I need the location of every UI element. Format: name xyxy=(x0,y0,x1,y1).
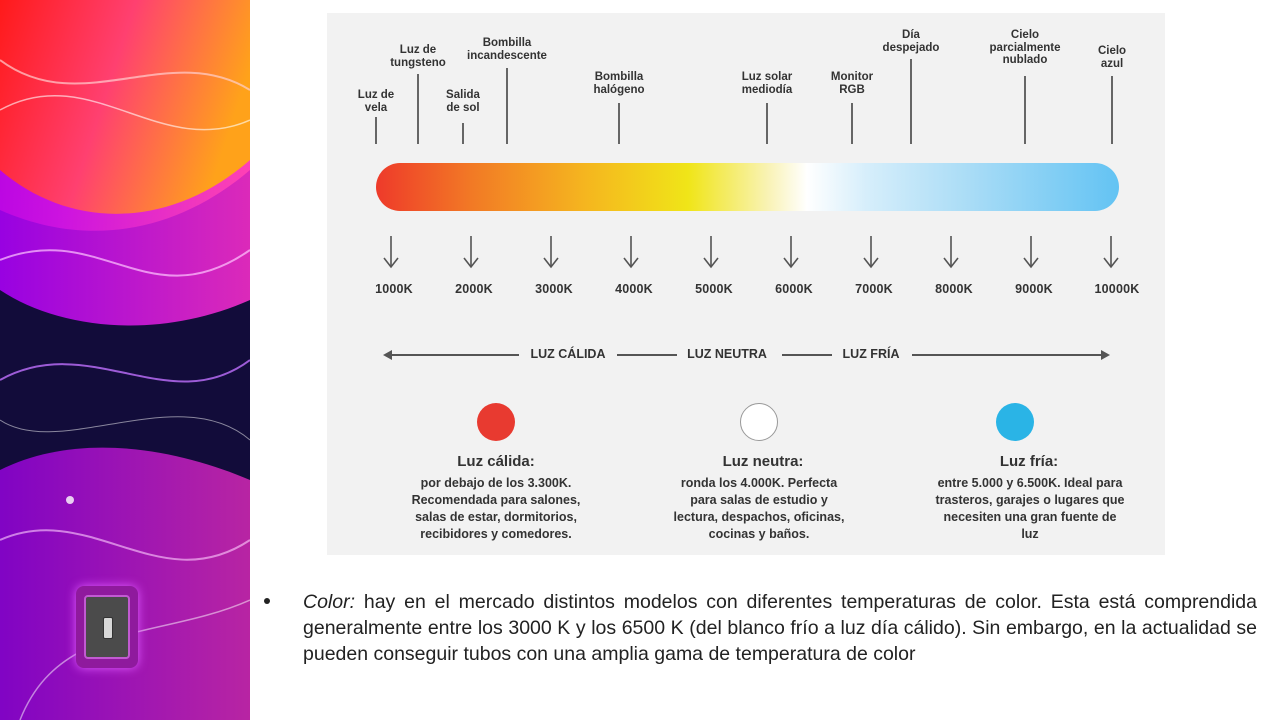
down-arrow-icon xyxy=(543,236,559,269)
bullet-term: Color: xyxy=(303,591,356,613)
axis-label-warm: LUZ CÁLIDA xyxy=(524,347,612,361)
axis-line-cold-right xyxy=(912,354,1102,356)
down-arrow-icon xyxy=(383,236,399,269)
light-source-label: Bombilla incandescente xyxy=(467,37,547,62)
light-source-label: Cielo azul xyxy=(1097,45,1127,70)
color-temperature-diagram: Luz de vela Luz de tungsteno Salida de sol Bom… xyxy=(327,13,1165,555)
down-arrow-icon xyxy=(783,236,799,269)
axis-label-cold: LUZ FRÍA xyxy=(836,347,906,361)
kelvin-label: 6000K xyxy=(775,282,813,296)
kelvin-label: 1000K xyxy=(375,282,413,296)
light-source-label: Bombilla halógeno xyxy=(593,71,645,96)
bullet-body: hay en el mercado distintos modelos con … xyxy=(303,591,1257,665)
light-switch-icon xyxy=(76,586,138,668)
light-source-tick xyxy=(910,59,912,144)
light-source-tick xyxy=(1024,76,1026,144)
color-spectrum-bar xyxy=(376,163,1119,211)
light-source-label: Luz solar mediodía xyxy=(741,71,793,96)
decorative-light-art xyxy=(0,0,250,720)
light-source-tick xyxy=(417,74,419,144)
axis-label-neutral: LUZ NEUTRA xyxy=(681,347,773,361)
bullet-paragraph: Color: hay en el mercado distintos model… xyxy=(303,589,1257,667)
neutral-light-dot xyxy=(740,403,778,441)
kelvin-label: 7000K xyxy=(855,282,893,296)
kelvin-label: 10000K xyxy=(1094,282,1140,296)
kelvin-label: 9000K xyxy=(1015,282,1053,296)
light-source-label: Salida de sol xyxy=(446,89,480,114)
light-source-tick xyxy=(618,103,620,144)
light-source-tick xyxy=(375,117,377,144)
kelvin-label: 2000K xyxy=(455,282,493,296)
neutral-light-title: Luz neutra: xyxy=(722,453,804,470)
light-source-tick xyxy=(1111,76,1113,144)
arrow-right-icon xyxy=(1101,350,1110,360)
down-arrow-icon xyxy=(863,236,879,269)
arrow-left-icon xyxy=(383,350,392,360)
cold-light-dot xyxy=(996,403,1034,441)
down-arrow-icon xyxy=(623,236,639,269)
kelvin-label: 8000K xyxy=(935,282,973,296)
kelvin-label: 5000K xyxy=(695,282,733,296)
light-source-tick xyxy=(766,103,768,144)
cold-light-title: Luz fría: xyxy=(999,453,1059,470)
warm-light-dot xyxy=(477,403,515,441)
kelvin-label: 4000K xyxy=(615,282,653,296)
axis-line-neutral-cold xyxy=(782,354,832,356)
axis-line-warm-left xyxy=(389,354,519,356)
warm-light-description: por debajo de los 3.300K. Recomendada pa… xyxy=(411,476,581,541)
down-arrow-icon xyxy=(463,236,479,269)
warm-light-title: Luz cálida: xyxy=(457,453,535,470)
down-arrow-icon xyxy=(1023,236,1039,269)
down-arrow-icon xyxy=(943,236,959,269)
light-source-label: Luz de tungsteno xyxy=(390,44,446,69)
light-source-label: Luz de vela xyxy=(357,89,395,114)
light-source-tick xyxy=(506,68,508,144)
neutral-light-description: ronda los 4.000K. Perfecta para salas de… xyxy=(673,476,845,541)
light-source-label: Día despejado xyxy=(882,29,940,54)
axis-line-warm-neutral xyxy=(617,354,677,356)
down-arrow-icon xyxy=(1103,236,1119,269)
switch-plate xyxy=(84,595,130,659)
switch-toggle xyxy=(103,617,113,639)
light-source-label: Monitor RGB xyxy=(830,71,874,96)
kelvin-label: 3000K xyxy=(535,282,573,296)
light-source-label: Cielo parcialmente nublado xyxy=(989,29,1061,66)
light-source-tick xyxy=(462,123,464,144)
down-arrow-icon xyxy=(703,236,719,269)
light-source-tick xyxy=(851,103,853,144)
bullet-marker xyxy=(264,598,270,604)
cold-light-description: entre 5.000 y 6.500K. Ideal para traster… xyxy=(935,476,1125,541)
